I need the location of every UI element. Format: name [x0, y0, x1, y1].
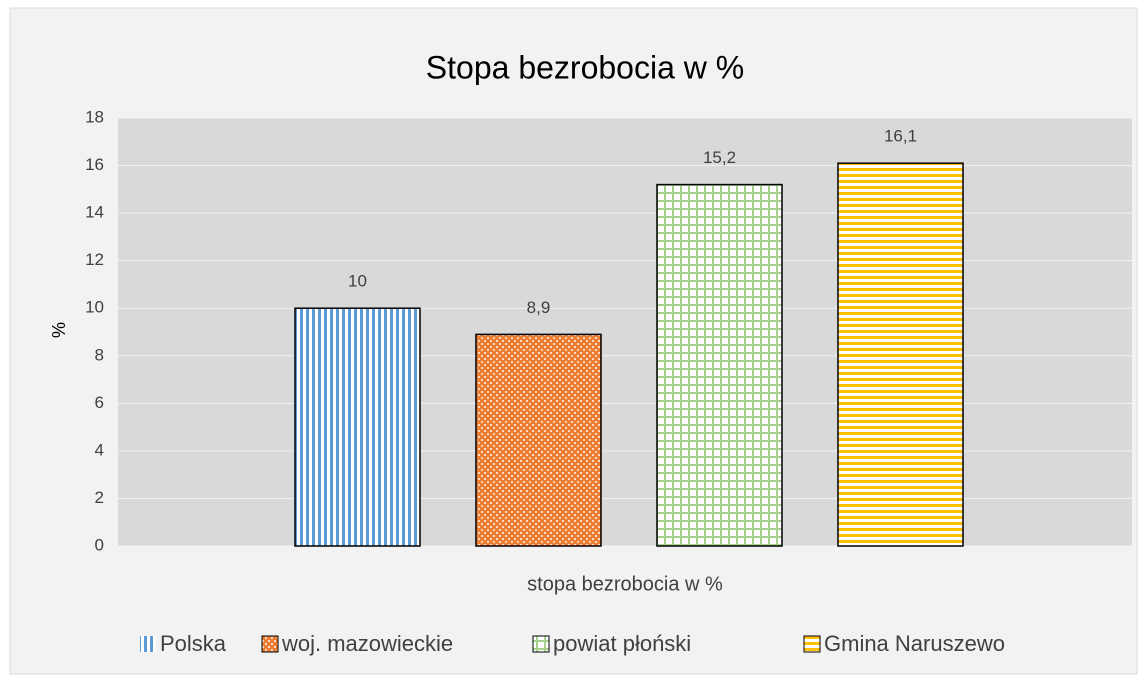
x-tick-label: stopa bezrobocia w % [527, 573, 723, 595]
legend-swatch [532, 635, 550, 653]
bar [656, 183, 783, 547]
y-tick-label: 4 [95, 440, 104, 459]
y-tick-label: 6 [95, 393, 104, 412]
y-tick-label: 0 [95, 535, 104, 554]
data-label: 8,9 [527, 298, 551, 317]
bar [837, 162, 964, 547]
y-tick-label: 18 [85, 107, 104, 126]
legend-label: woj. mazowieckie [281, 631, 453, 656]
y-axis-label: % [49, 322, 69, 338]
legend-swatch [140, 636, 156, 652]
bar [294, 307, 421, 547]
legend-label: Gmina Naruszewo [824, 631, 1005, 656]
plot-area [118, 118, 1132, 546]
legend-swatch [261, 635, 279, 653]
legend-label: powiat płoński [553, 631, 691, 656]
legend-label: Polska [160, 631, 227, 656]
y-tick-label: 16 [85, 155, 104, 174]
bar [475, 333, 602, 547]
legend-swatch [803, 635, 821, 653]
data-label: 10 [348, 272, 367, 291]
y-tick-label: 10 [85, 298, 104, 317]
data-label: 15,2 [703, 148, 736, 167]
y-tick-label: 12 [85, 250, 104, 269]
data-label: 16,1 [884, 127, 917, 146]
y-tick-label: 14 [85, 203, 104, 222]
chart-title: Stopa bezrobocia w % [426, 49, 744, 85]
y-tick-label: 2 [95, 488, 104, 507]
y-tick-label: 8 [95, 345, 104, 364]
